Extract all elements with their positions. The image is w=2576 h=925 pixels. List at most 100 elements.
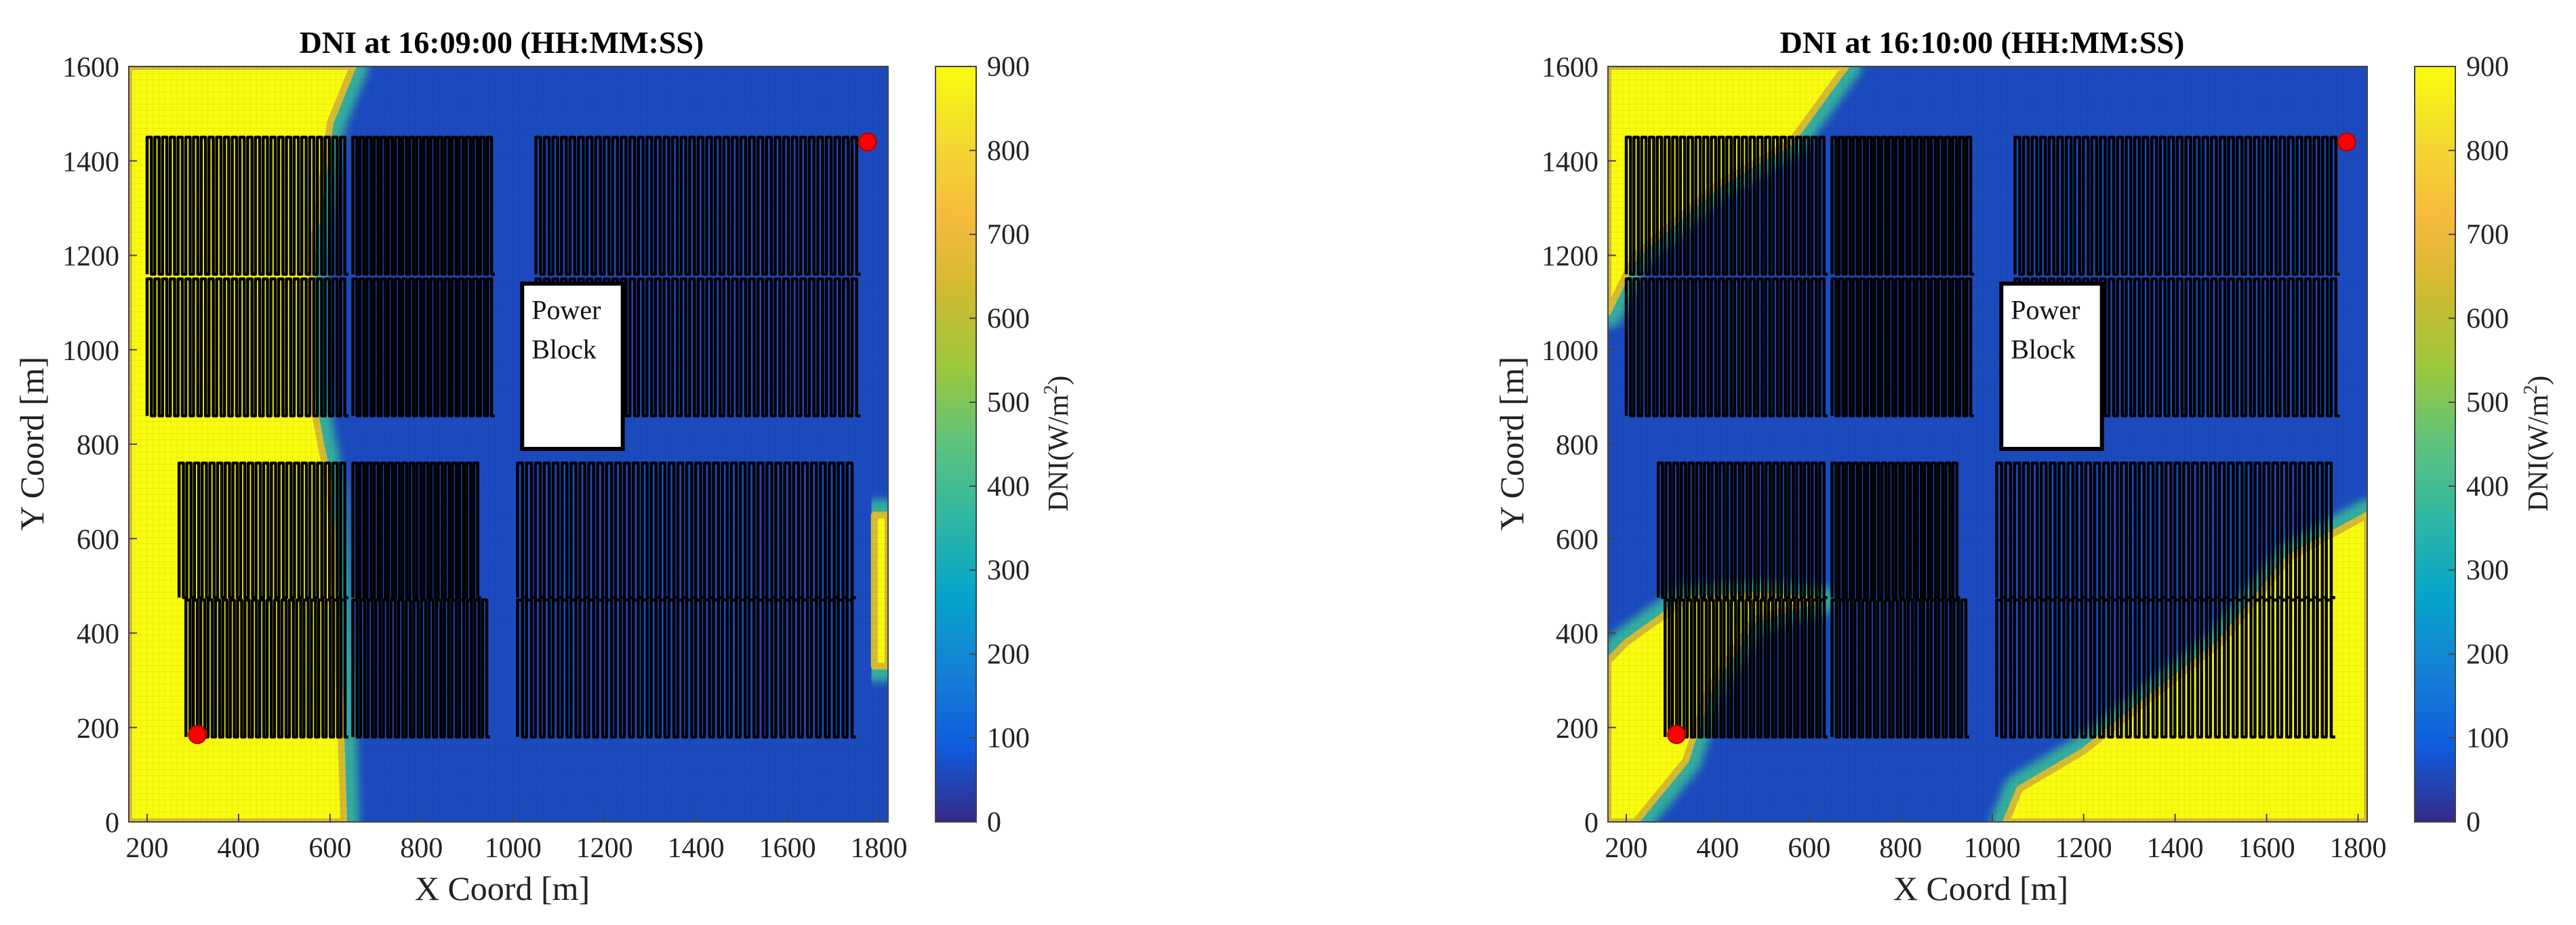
y-axis-label-0: Y Coord [m] [13, 357, 51, 530]
colorbar-label-sup-0: 2 [1041, 385, 1062, 395]
y-tick-label-0-200: 200 [77, 713, 119, 745]
colorbar-tick-label-1-800: 800 [2466, 136, 2509, 167]
collector-loop-block-1-0 [1624, 277, 1828, 418]
collector-loop-block-1-6 [1656, 461, 1828, 599]
y-axis-label-1: Y Coord [m] [1493, 357, 1531, 530]
collector-loop-block-0-10 [516, 461, 856, 599]
y-tick-label-1-600: 600 [1556, 524, 1598, 555]
power-block-label-line2-1: Block [2011, 334, 2076, 364]
colorbar-gradient-1 [2414, 66, 2456, 823]
x-tick-label-1-1800: 1800 [2330, 833, 2387, 864]
colorbar-tick-label-1-600: 600 [2466, 303, 2509, 334]
colorbar-gradient-0 [935, 66, 977, 823]
power-block-label-line1-1: Power [2011, 294, 2080, 325]
sensor-marker-1-0 [1667, 725, 1687, 745]
colorbar-label-0: DNI(W/m2) [1041, 376, 1074, 512]
x-tick-label-0-600: 600 [308, 833, 351, 864]
colorbar-tick-label-0-500: 500 [987, 387, 1030, 418]
collector-loop-block-1-11 [1995, 598, 2335, 739]
collector-loop-block-0-9 [351, 598, 490, 739]
collector-loop-block-1-5 [2013, 136, 2340, 276]
collector-loop-block-0-5 [534, 136, 861, 276]
x-tick-label-0-1000: 1000 [485, 833, 542, 864]
x-tick-label-0-1600: 1600 [759, 833, 816, 864]
y-tick-label-0-0: 0 [105, 808, 119, 839]
y-tick-label-0-600: 600 [77, 524, 119, 555]
x-tick-label-0-200: 200 [125, 833, 168, 864]
y-tick-label-0-800: 800 [77, 430, 119, 461]
colorbar-tick-label-1-400: 400 [2466, 471, 2509, 503]
y-tick-label-1-1600: 1600 [1542, 52, 1598, 83]
collector-loop-block-0-7 [184, 598, 348, 739]
colorbar-1: 0 100 200 300 400 500 600 700 800 900 [2414, 52, 2509, 838]
sensor-marker-1-1 [2337, 132, 2356, 152]
colorbar-tick-label-1-700: 700 [2466, 220, 2509, 251]
power-block-0 [520, 281, 625, 451]
y-axis-1: 0 200 400 600 800 1000 1200 1400 1600 [1542, 52, 1616, 839]
x-tick-label-1-1600: 1600 [2238, 833, 2295, 864]
y-tick-label-1-0: 0 [1584, 808, 1598, 839]
collector-loop-block-1-9 [1830, 598, 1969, 739]
y-tick-label-0-1400: 1400 [62, 146, 119, 178]
y-tick-label-1-1000: 1000 [1542, 336, 1598, 367]
x-tick-label-0-1800: 1800 [851, 833, 908, 864]
heatmap-1: Power Block [1608, 66, 2367, 822]
collector-loop-block-0-3 [351, 136, 495, 276]
colorbar-tick-label-1-0: 0 [2466, 807, 2480, 838]
colorbar-tick-label-1-500: 500 [2466, 387, 2509, 418]
heatmap-0: Power Block [129, 66, 888, 822]
x-axis-label-0: X Coord [m] [415, 869, 590, 907]
colorbar-label-main-0: DNI(W/m [1043, 394, 1074, 511]
colorbar-tick-label-0-900: 900 [987, 52, 1030, 83]
y-tick-label-1-1400: 1400 [1542, 146, 1598, 178]
collector-loop-block-1-7 [1664, 598, 1828, 739]
colorbar-tick-label-0-100: 100 [987, 723, 1030, 754]
x-axis-label-1: X Coord [m] [1893, 869, 2068, 907]
x-tick-label-1-1200: 1200 [2055, 833, 2112, 864]
plot-area-0: Power Block [128, 66, 889, 823]
colorbar-tick-label-0-400: 400 [987, 471, 1030, 503]
sensor-marker-0-1 [858, 132, 877, 152]
power-block-label-line2-0: Block [531, 334, 597, 364]
colorbar-tick-label-0-200: 200 [987, 639, 1030, 670]
colorbar-tick-label-0-0: 0 [987, 807, 1001, 838]
power-block-label-line1-0: Power [531, 294, 601, 325]
colorbar-tick-label-0-600: 600 [987, 303, 1030, 334]
collector-loop-block-0-11 [516, 598, 856, 739]
x-tick-label-1-1400: 1400 [2147, 833, 2204, 864]
y-tick-label-1-800: 800 [1556, 430, 1598, 461]
y-tick-label-1-400: 400 [1556, 619, 1598, 650]
x-tick-label-0-1400: 1400 [668, 833, 725, 864]
y-tick-label-1-200: 200 [1556, 713, 1598, 745]
x-tick-label-1-200: 200 [1605, 833, 1647, 864]
x-tick-label-0-1200: 1200 [576, 833, 633, 864]
x-axis-0: 200 400 600 800 1000 1200 1400 1600 1800 [125, 814, 908, 864]
collector-loop-block-0-4 [534, 277, 861, 418]
collector-loop-block-1-8 [1830, 461, 1960, 599]
colorbar-label-end-1: ) [2523, 376, 2554, 385]
y-tick-label-0-1200: 1200 [62, 241, 119, 273]
plot-area-1: Power Block [1607, 66, 2368, 823]
collector-loop-block-0-8 [351, 461, 481, 599]
y-tick-label-0-1000: 1000 [62, 336, 119, 367]
collector-loop-block-1-10 [1995, 461, 2335, 599]
colorbar-tick-label-0-300: 300 [987, 555, 1030, 587]
collector-loop-block-0-0 [145, 277, 348, 418]
colorbar-0: 0 100 200 300 400 500 600 700 800 900 [935, 52, 1030, 838]
colorbar-tick-label-0-800: 800 [987, 136, 1030, 167]
colorbar-label-sup-1: 2 [2520, 385, 2541, 395]
collector-loop-block-1-3 [1830, 136, 1974, 276]
y-axis-0: 0 200 400 600 800 1000 1200 1400 1600 [62, 52, 137, 839]
collector-loop-block-1-4 [2013, 277, 2340, 418]
colorbar-label-1: DNI(W/m2) [2520, 376, 2554, 512]
colorbar-label-main-1: DNI(W/m [2523, 394, 2554, 511]
solar-field-1 [1624, 136, 2340, 739]
y-tick-label-0-400: 400 [77, 619, 119, 650]
collector-loop-block-0-2 [351, 277, 495, 418]
chart-title-0: DNI at 16:09:00 (HH:MM:SS) [300, 25, 704, 60]
colorbar-tick-label-1-100: 100 [2466, 723, 2509, 754]
x-axis-1: 200 400 600 800 1000 1200 1400 1600 1800 [1605, 814, 2387, 864]
